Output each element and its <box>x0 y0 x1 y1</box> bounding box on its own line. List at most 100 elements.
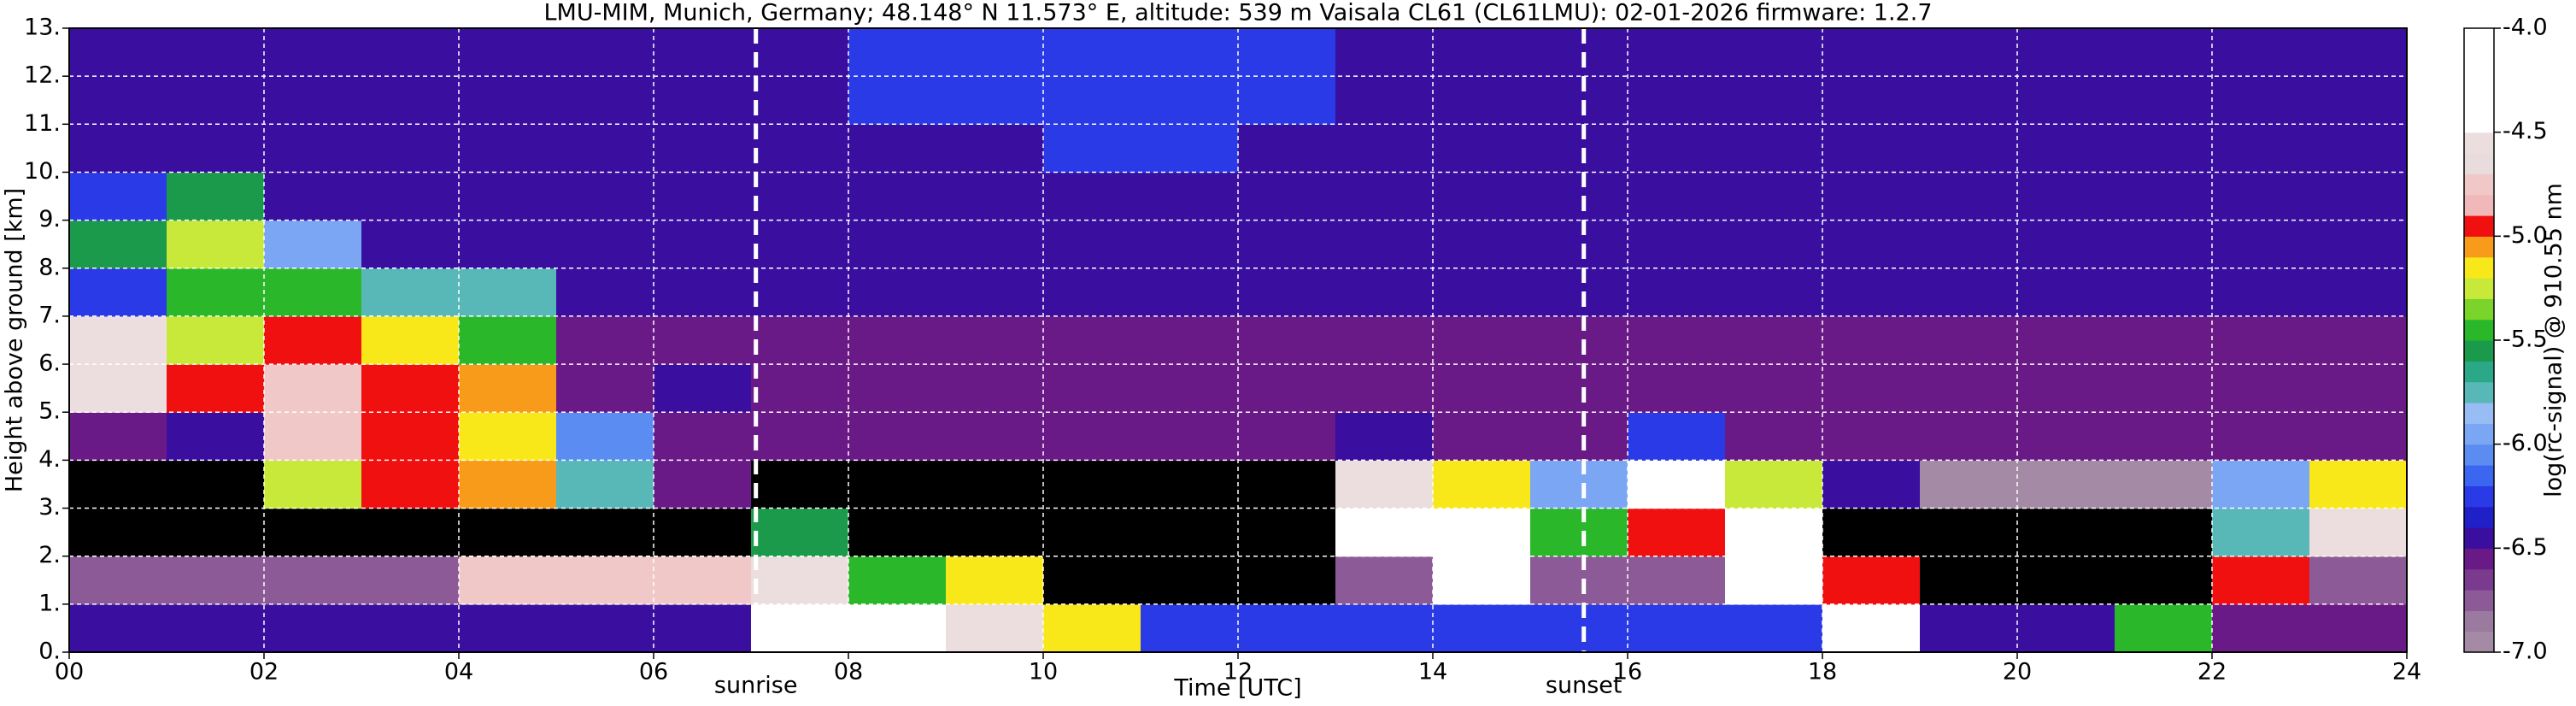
y-tick-label: 1. <box>38 590 61 616</box>
heatmap-cell <box>751 556 849 605</box>
heatmap-cell <box>1433 412 1531 461</box>
heatmap-cell <box>1141 364 1239 413</box>
heatmap-cell <box>1335 124 1434 174</box>
heatmap-cell <box>1628 508 1726 557</box>
heatmap-cell <box>1628 28 1726 77</box>
heatmap-cell <box>1238 268 1336 317</box>
colorbar-segment <box>2464 423 2494 445</box>
heatmap-cell <box>459 412 557 461</box>
heatmap-cell <box>264 315 362 365</box>
heatmap-cell <box>1628 268 1726 317</box>
heatmap-cell <box>1335 556 1434 605</box>
heatmap-cell <box>2212 556 2310 605</box>
heatmap-cell <box>1043 268 1141 317</box>
colorbar-segment <box>2464 28 2494 50</box>
heatmap-cell <box>1238 220 1336 269</box>
heatmap-cell <box>1238 364 1336 413</box>
heatmap-cell <box>1628 315 1726 365</box>
x-tick-label: 22 <box>2198 659 2227 685</box>
colorbar-segment <box>2464 381 2494 403</box>
heatmap-cell <box>1335 460 1434 509</box>
heatmap-cell <box>459 460 557 509</box>
heatmap-cell <box>1335 315 1434 365</box>
heatmap-cell <box>1238 28 1336 77</box>
colorbar-segment <box>2464 548 2494 570</box>
colorbar-segment <box>2464 111 2494 133</box>
heatmap-cell <box>361 28 460 77</box>
heatmap-cell <box>2309 364 2408 413</box>
colorbar-segment <box>2464 215 2494 237</box>
heatmap-cell <box>69 268 167 317</box>
heatmap-cell <box>751 315 849 365</box>
heatmap-cell <box>1530 172 1628 221</box>
heatmap-cell <box>1043 76 1141 125</box>
heatmap-cell <box>2115 172 2213 221</box>
heatmap-cell <box>459 76 557 125</box>
heatmap-cell <box>1725 556 1823 605</box>
heatmap-cell <box>1628 220 1726 269</box>
heatmap-cell <box>654 268 752 317</box>
heatmap-cell <box>69 76 167 125</box>
y-tick-label: 10. <box>24 158 61 185</box>
heatmap-cell <box>1628 556 1726 605</box>
heatmap-cell <box>751 220 849 269</box>
heatmap-cell <box>1141 172 1239 221</box>
heatmap-cell <box>848 412 947 461</box>
heatmap-cell <box>459 220 557 269</box>
heatmap-cell <box>751 603 849 653</box>
heatmap-cell <box>167 315 265 365</box>
heatmap-cell <box>556 172 654 221</box>
heatmap-cell <box>1335 76 1434 125</box>
colorbar-segment <box>2464 153 2494 174</box>
heatmap-cell <box>1433 28 1531 77</box>
heatmap-cell <box>2212 76 2310 125</box>
heatmap-cell <box>2017 603 2115 653</box>
colorbar-segment <box>2464 174 2494 196</box>
heatmap-cell <box>2212 315 2310 365</box>
heatmap-cell <box>2309 172 2408 221</box>
heatmap-cell <box>1335 412 1434 461</box>
heatmap-cell <box>751 172 849 221</box>
heatmap-cell <box>1433 124 1531 174</box>
x-tick-label: 18 <box>1808 659 1837 685</box>
heatmap-cell <box>2309 556 2408 605</box>
heatmap-cell <box>1628 76 1726 125</box>
heatmap-cell <box>1335 364 1434 413</box>
y-tick-label: 11. <box>24 110 61 137</box>
heatmap-cell <box>2309 315 2408 365</box>
colorbar-segment <box>2464 568 2494 591</box>
x-tick-label: 14 <box>1418 659 1447 685</box>
x-tick-label: 24 <box>2392 659 2421 685</box>
heatmap-cell <box>2212 124 2310 174</box>
heatmap-cell <box>1530 364 1628 413</box>
heatmap-cell <box>69 556 167 605</box>
heatmap-cell <box>361 220 460 269</box>
heatmap-cell <box>69 124 167 174</box>
y-tick-label: 2. <box>38 542 61 568</box>
heatmap-cell <box>361 556 460 605</box>
heatmap-cell <box>1822 412 1921 461</box>
y-tick-label: 5. <box>38 398 61 425</box>
heatmap-cell <box>848 508 947 557</box>
heatmap-cell <box>2115 315 2213 365</box>
heatmap-cell <box>459 124 557 174</box>
heatmap-cell <box>1141 28 1239 77</box>
colorbar-tick-label: -7.0 <box>2503 638 2548 665</box>
heatmap-cell <box>1238 76 1336 125</box>
heatmap-cell <box>1725 603 1823 653</box>
heatmap-cell <box>1141 220 1239 269</box>
x-tick-label: 00 <box>55 659 84 685</box>
heatmap-cell <box>2017 76 2115 125</box>
heatmap-cell <box>2115 412 2213 461</box>
heatmap-cell <box>1530 268 1628 317</box>
heatmap-cell <box>946 603 1044 653</box>
heatmap-cell <box>2309 124 2408 174</box>
heatmap-cell <box>848 364 947 413</box>
heatmap-cell <box>264 268 362 317</box>
y-tick-label: 8. <box>38 254 61 280</box>
heatmap-cell <box>946 460 1044 509</box>
heatmap-cell <box>1433 460 1531 509</box>
heatmap-cell <box>654 220 752 269</box>
heatmap-cell <box>1433 220 1531 269</box>
y-tick-label: 9. <box>38 206 61 232</box>
